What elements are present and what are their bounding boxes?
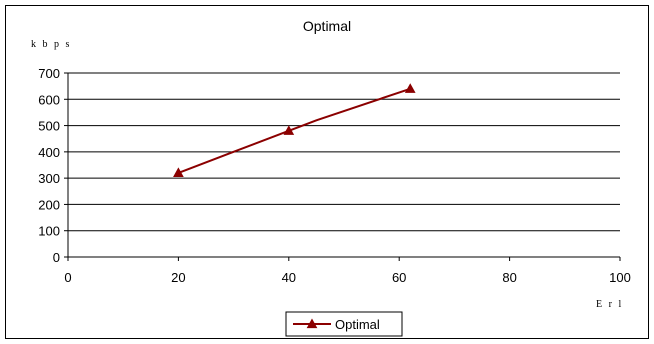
data-point-marker [404,83,416,93]
data-point-marker [173,167,184,177]
x-tick-label: 100 [609,270,631,285]
chart-title: Optimal [303,18,351,34]
data-point-marker [283,125,295,135]
x-tick-label: 0 [64,270,71,285]
x-axis-unit-label: E r l [596,299,623,310]
y-tick-label: 400 [38,145,60,160]
y-axis-unit-label: k b p s [31,39,71,50]
x-tick-label: 60 [392,270,406,285]
plot-area: 0 100 200 300 400 500 600 700 0 20 40 60 80 100 [38,66,631,285]
y-tick-label: 100 [38,224,60,239]
y-tick-label: 500 [38,119,60,134]
chart-frame [5,5,649,339]
y-tick-label: 700 [38,66,60,81]
y-tick-label: 600 [38,92,60,107]
x-tick-label: 20 [171,270,185,285]
y-tick-label: 200 [38,197,60,212]
y-tick-label: 0 [53,250,60,265]
legend-series-label: Optimal [335,317,380,332]
legend-series-marker [306,318,318,329]
x-tick-label: 40 [282,270,296,285]
series-line [178,87,411,174]
legend: Optimal [285,311,403,337]
y-tick-label: 300 [38,171,60,186]
x-tick-label: 80 [502,270,516,285]
